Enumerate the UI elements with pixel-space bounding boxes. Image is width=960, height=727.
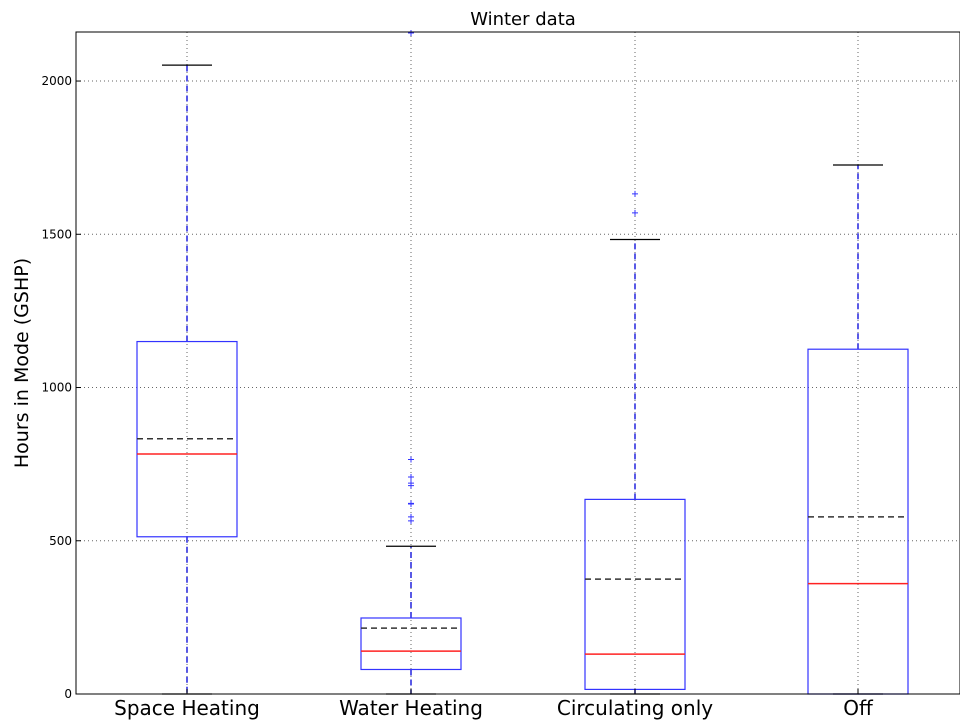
box-2 [360, 30, 462, 695]
outlier-point [408, 500, 414, 507]
x-tick-label: Space Heating [114, 696, 260, 720]
y-axis-label: Hours in Mode (GSHP) [11, 258, 33, 468]
y-tick-label: 2000 [41, 74, 72, 88]
box-4 [807, 164, 909, 695]
outlier-point [408, 474, 414, 481]
outlier-point [632, 190, 638, 197]
outlier-point [408, 513, 414, 520]
y-tick-label: 1000 [41, 381, 72, 395]
iqr-box [360, 617, 462, 671]
outlier-point [408, 30, 414, 36]
y-tick-label: 500 [49, 534, 72, 548]
x-axis: Space Heating Water Heating Circulating on… [114, 689, 874, 720]
x-tick-label: Circulating only [557, 696, 713, 720]
y-tick-label: 1500 [41, 227, 72, 241]
outlier-point [408, 480, 414, 487]
grid-layer [76, 32, 960, 694]
outlier-point [632, 209, 638, 216]
plot-layer [136, 30, 909, 695]
plot-frame [75, 31, 960, 695]
chart-title: Winter data [470, 9, 576, 30]
x-tick-label: Water Heating [339, 696, 483, 720]
outlier-point [408, 456, 414, 463]
y-axis: 0 500 1000 1500 2000 [41, 74, 81, 701]
y-tick-label: 0 [64, 687, 72, 701]
x-tick-label: Off [843, 696, 874, 720]
